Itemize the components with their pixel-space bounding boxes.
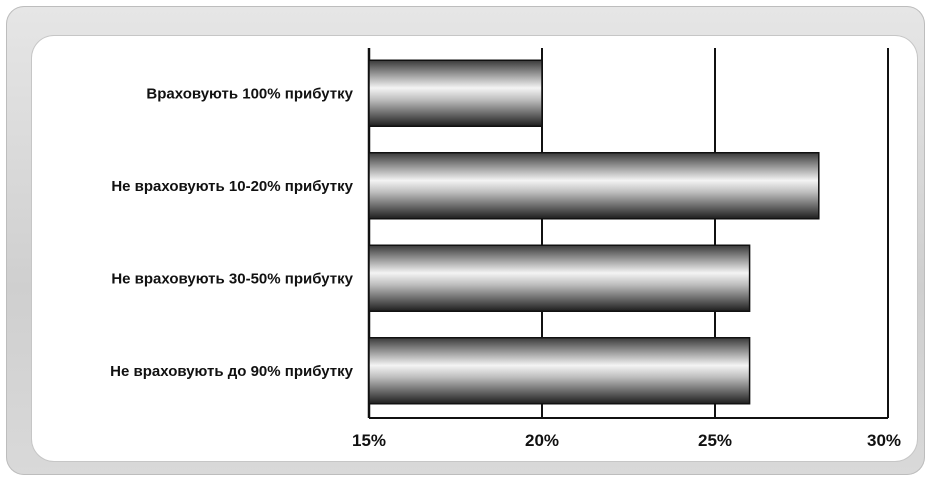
x-tick-label-25: 25%: [698, 431, 732, 450]
category-label-2: Не враховують 10-20% прибутку: [111, 178, 353, 195]
x-tick-label-20: 20%: [525, 431, 559, 450]
bar-3: [368, 244, 751, 312]
bar-2: [368, 152, 820, 220]
x-tick-label-15: 15%: [352, 431, 386, 450]
bars: [368, 59, 820, 405]
category-labels: Враховують 100% прибутку Не враховують 10…: [110, 85, 353, 380]
category-label-3: Не враховують 30-50% прибутку: [111, 270, 353, 287]
category-label-1: Враховують 100% прибутку: [146, 85, 353, 102]
bar-1: [368, 59, 543, 127]
bar-4: [368, 337, 751, 405]
category-label-4: Не враховують до 90% прибутку: [110, 363, 353, 380]
x-tick-label-30: 30%: [867, 431, 901, 450]
x-axis-ticks: 15% 20% 25% 30%: [352, 431, 901, 450]
